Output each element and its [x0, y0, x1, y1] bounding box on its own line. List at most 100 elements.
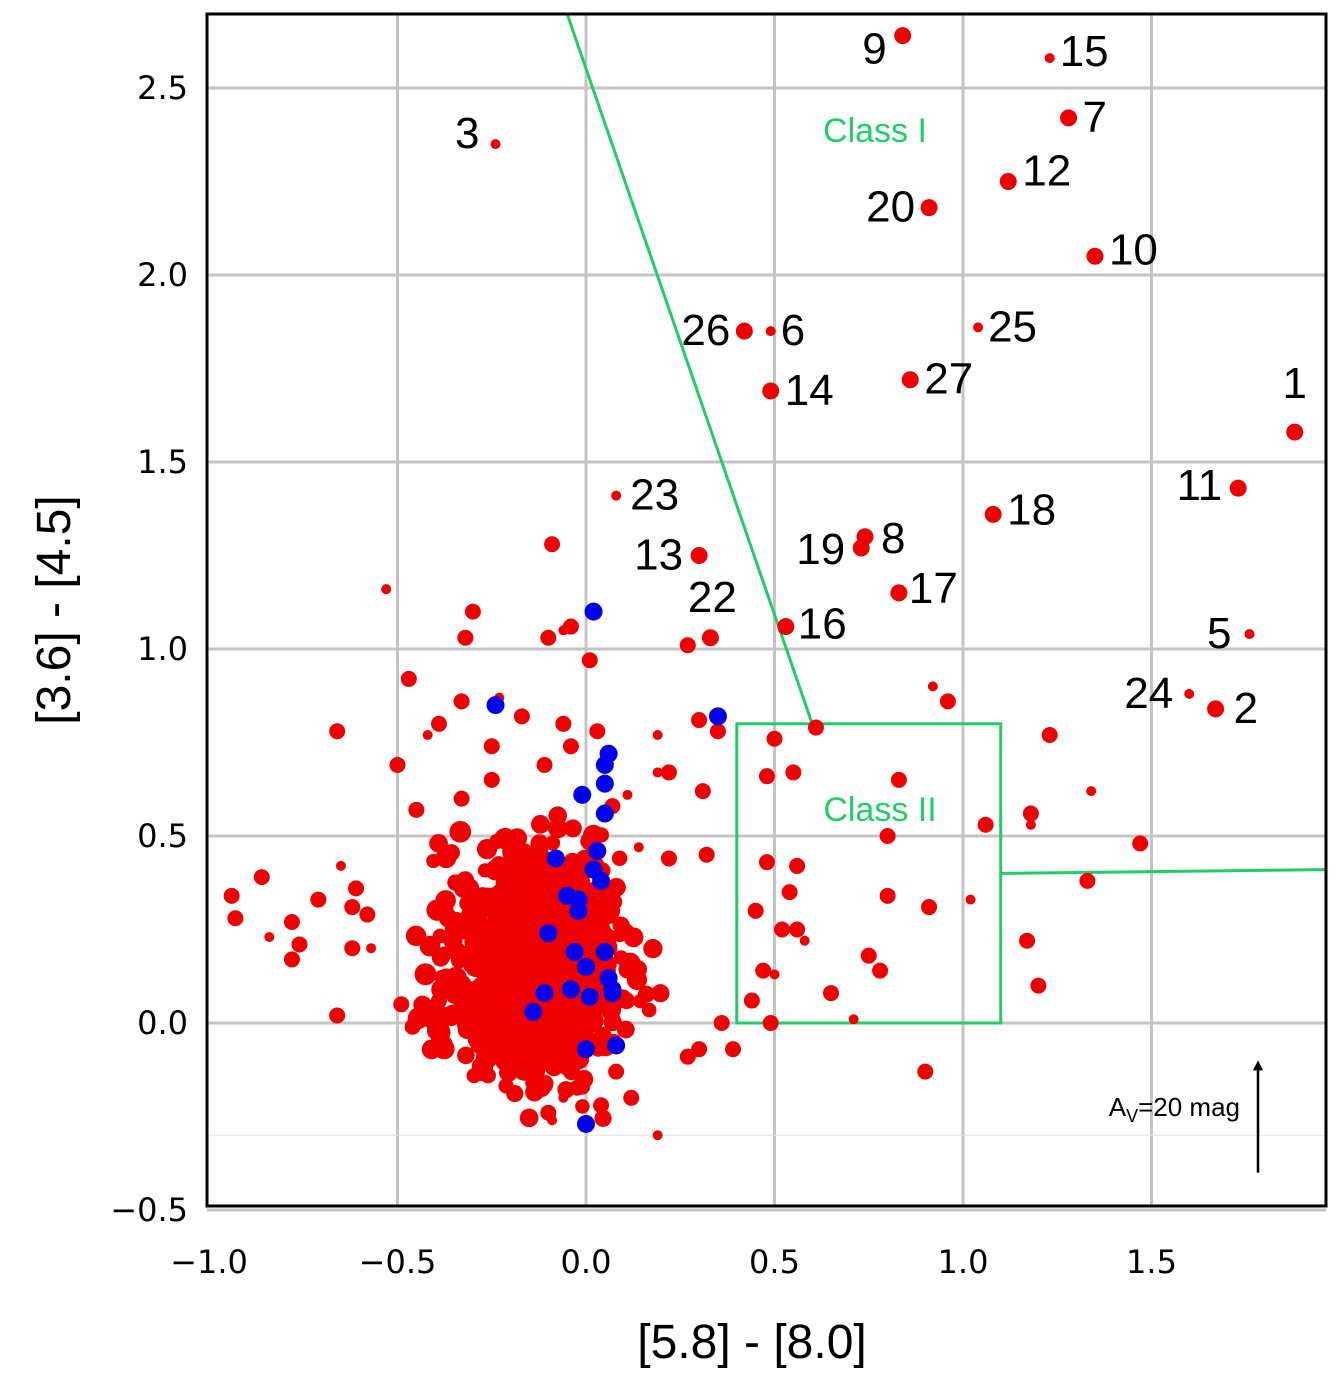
- red-point: [540, 629, 557, 646]
- red-point: [490, 139, 501, 150]
- point-label: 5: [1207, 609, 1231, 658]
- red-point: [652, 730, 663, 741]
- red-point: [1229, 479, 1247, 497]
- point-label: 11: [1177, 461, 1223, 510]
- red-point: [823, 985, 840, 1002]
- red-point: [762, 382, 780, 400]
- point-label: 19: [796, 525, 845, 574]
- red-point: [223, 887, 240, 904]
- reddening-vector: AV=20 mag: [1109, 1060, 1263, 1173]
- red-point: [973, 322, 984, 333]
- cluster-point: [444, 920, 460, 937]
- red-point: [544, 536, 561, 553]
- x-axis-title: [5.8] - [8.0]: [637, 1316, 866, 1369]
- red-point: [1184, 688, 1195, 699]
- x-tick-label: 0.0: [561, 1243, 612, 1281]
- red-point: [777, 618, 795, 636]
- red-point: [483, 771, 500, 788]
- cluster-point: [443, 930, 463, 950]
- red-point: [562, 618, 579, 635]
- red-point: [879, 828, 896, 844]
- cluster-point: [464, 896, 487, 919]
- y-tick-label: −0.5: [110, 1191, 188, 1229]
- red-point: [329, 723, 346, 740]
- red-point: [774, 921, 791, 938]
- red-point: [633, 842, 644, 853]
- red-point: [755, 962, 772, 979]
- red-point: [879, 887, 896, 904]
- cluster-point: [459, 1004, 480, 1025]
- red-point: [457, 629, 474, 646]
- cluster-point: [471, 956, 493, 978]
- red-point: [482, 1044, 493, 1055]
- red-point: [977, 816, 994, 833]
- cluster-point: [651, 984, 670, 1003]
- red-point: [291, 936, 308, 953]
- y-axis-title: [3.6] - [4.5]: [28, 495, 81, 724]
- cluster-point: [492, 882, 509, 900]
- red-point: [1079, 872, 1096, 889]
- cluster-point: [600, 1000, 621, 1021]
- y-tick-label: 0.5: [137, 817, 188, 855]
- red-point: [1086, 247, 1104, 265]
- red-point: [525, 1074, 542, 1091]
- point-labels: 1235678910111213141516171819202223242526…: [455, 25, 1307, 733]
- cluster-point: [490, 931, 508, 949]
- cluster-point: [521, 950, 540, 969]
- red-point: [701, 629, 719, 647]
- point-label: 23: [630, 471, 679, 520]
- point-label: 17: [909, 564, 958, 613]
- red-point: [335, 860, 346, 871]
- class-ii-label: Class II: [823, 791, 936, 829]
- cluster-point: [626, 969, 648, 990]
- cluster-point: [594, 1109, 612, 1127]
- cluster-point: [476, 839, 498, 860]
- red-point: [283, 914, 300, 931]
- point-label: 18: [1007, 485, 1056, 534]
- blue-point: [546, 849, 565, 868]
- reddening-vector-label: AV=20 mag: [1109, 1092, 1240, 1126]
- red-point: [698, 846, 715, 863]
- cluster-point: [563, 852, 581, 870]
- red-point: [679, 637, 696, 654]
- red-point: [1044, 53, 1055, 64]
- cluster-point: [611, 850, 628, 866]
- point-label: 3: [455, 109, 479, 158]
- y-tick-label: 1.5: [137, 443, 188, 481]
- red-point: [536, 756, 553, 773]
- red-point: [1030, 977, 1047, 994]
- cluster-point: [643, 939, 663, 959]
- cluster-point: [459, 878, 480, 898]
- blue-point: [595, 774, 614, 793]
- class-i-label: Class I: [823, 112, 927, 150]
- red-point: [939, 693, 956, 710]
- cluster-point: [563, 819, 582, 838]
- red-point: [789, 857, 806, 874]
- red-point: [453, 693, 470, 710]
- point-label: 9: [862, 25, 886, 74]
- point-label: 8: [881, 514, 905, 563]
- cluster-point: [536, 876, 553, 893]
- red-point: [690, 547, 708, 564]
- red-point: [506, 1056, 523, 1073]
- blue-point: [584, 602, 603, 621]
- cluster-point: [426, 853, 441, 869]
- red-point: [581, 652, 598, 669]
- red-point: [965, 894, 976, 905]
- red-point: [344, 899, 361, 916]
- cluster-point: [503, 982, 521, 1000]
- red-point: [408, 801, 425, 818]
- grid-lines: [207, 14, 1326, 1212]
- cluster-point: [457, 1020, 477, 1040]
- y-tick-label: 0.0: [137, 1004, 188, 1042]
- point-label: 2: [1234, 684, 1258, 733]
- red-point: [769, 969, 780, 980]
- red-point: [758, 768, 775, 785]
- cluster-point: [593, 827, 610, 843]
- red-point: [1132, 835, 1149, 852]
- blue-point: [588, 841, 607, 860]
- red-point: [872, 962, 889, 979]
- point-label: 20: [866, 183, 915, 232]
- red-point: [555, 715, 572, 732]
